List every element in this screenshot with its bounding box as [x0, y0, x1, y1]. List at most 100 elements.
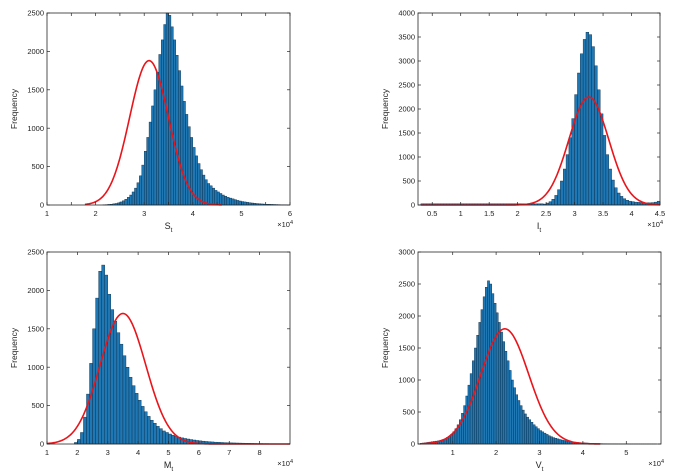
histogram-bar: [474, 347, 477, 445]
x-tick-label: 2: [516, 209, 520, 218]
histogram-bar: [212, 187, 215, 206]
histogram-bar: [524, 413, 527, 445]
histogram-bar: [565, 440, 568, 445]
x-exponent-label: ×104: [648, 459, 664, 468]
y-tick-label: 0: [40, 201, 44, 210]
histogram-bar: [502, 341, 505, 445]
y-tick-label: 0: [40, 440, 44, 449]
x-tick-label: 3.5: [598, 209, 608, 218]
histogram-bar: [168, 15, 172, 206]
histogram-bar: [113, 320, 118, 445]
histogram-bar: [577, 72, 581, 206]
histogram-bar: [163, 24, 167, 206]
histogram-bar: [554, 438, 558, 445]
histogram-bar: [552, 437, 555, 445]
x-tick-label: 1: [45, 448, 49, 457]
histogram-bar: [571, 118, 575, 206]
x-axis-label: Mt: [164, 460, 174, 473]
histogram-bar: [153, 423, 157, 445]
histogram-bar: [151, 105, 155, 206]
x-tick-label: 8: [258, 448, 262, 457]
histogram-bar: [139, 175, 142, 206]
histogram-bar: [513, 387, 516, 445]
histogram-bar: [98, 271, 102, 445]
y-tick-label: 1500: [27, 85, 44, 94]
y-axis-label: Frequency: [9, 88, 19, 129]
histogram-bar: [190, 137, 193, 206]
histogram-bar: [528, 419, 532, 445]
x-axis-label-main: M: [164, 460, 172, 470]
y-tick-label: 2000: [398, 312, 415, 321]
x-axis-label-sub: t: [539, 227, 541, 234]
histogram-bar: [143, 151, 147, 206]
histogram-bar: [140, 406, 145, 445]
histogram-bar: [171, 434, 175, 445]
x-exponent-base: ×10: [277, 459, 290, 468]
histogram-bar: [107, 294, 111, 445]
x-axis-label: Vt: [536, 460, 544, 473]
x-exponent-power: 4: [290, 220, 293, 226]
histogram-bar: [129, 194, 133, 206]
histogram-bar: [521, 409, 525, 445]
histogram-bar: [124, 199, 128, 206]
histogram-bar: [243, 201, 247, 206]
histogram-bar: [617, 192, 621, 206]
y-axis-label: Frequency: [380, 327, 390, 368]
histogram-bar: [147, 416, 151, 445]
x-exponent-power: 4: [290, 459, 293, 465]
x-tick-label: 1: [459, 209, 463, 218]
histogram-bar: [588, 34, 592, 206]
axes-box: [417, 12, 661, 206]
y-tick-label: 1000: [398, 153, 415, 162]
y-tick-label: 500: [31, 162, 44, 171]
y-tick-label: 3500: [398, 33, 415, 42]
histogram-bar: [547, 435, 551, 445]
histogram-bar: [594, 65, 598, 206]
histogram-bar: [582, 39, 587, 206]
y-tick-label: 1500: [398, 129, 415, 138]
x-axis-label: It: [537, 221, 542, 234]
histogram-bar: [562, 168, 567, 206]
histogram-bar: [628, 200, 632, 206]
histogram-bar: [625, 199, 629, 206]
histogram-bar: [482, 296, 486, 445]
x-tick-label: 2: [75, 448, 79, 457]
chart-i: 0.5 1 1.5 2 2.5 3 3.5 4 4.5 0 500 1000 1500 2000 2500 3…: [380, 9, 665, 234]
axes-box: [417, 251, 662, 445]
histogram-bar: [214, 190, 218, 206]
x-tick-label: 4: [191, 209, 195, 218]
x-axis-label-main: V: [536, 460, 542, 470]
histogram-bar: [231, 198, 235, 206]
histogram-bar: [173, 39, 176, 206]
histogram-bar: [526, 416, 529, 445]
x-tick-label: 4: [136, 448, 140, 457]
histogram-bar: [83, 416, 87, 445]
y-axis-label: Frequency: [380, 88, 390, 129]
histogram-bar: [517, 400, 521, 445]
histogram-bar: [161, 39, 164, 206]
histogram-bar: [580, 53, 584, 206]
histogram-bar: [568, 137, 572, 206]
histogram-bar: [463, 405, 466, 445]
y-tick-label: 2500: [398, 81, 415, 90]
x-tick-label: 4: [629, 209, 633, 218]
x-axis-label: St: [165, 221, 173, 234]
histogram-bar: [600, 113, 604, 206]
x-axis-label-sub: t: [542, 466, 544, 473]
histogram-bars: [420, 32, 661, 206]
histogram-bar: [543, 432, 547, 445]
histogram-bar: [143, 411, 148, 445]
histogram-bar: [465, 395, 469, 445]
y-tick-label: 2000: [27, 286, 44, 295]
histogram-bar: [128, 376, 133, 445]
x-tick-label: 6: [197, 448, 201, 457]
histogram-bar: [611, 179, 615, 206]
x-exponent-label: ×104: [277, 220, 293, 229]
y-tick-label: 1500: [398, 344, 415, 353]
histogram-bar: [141, 164, 145, 206]
histogram-bar: [608, 168, 612, 206]
histogram-bar: [519, 405, 523, 445]
histogram-bar: [150, 419, 154, 445]
histogram-bar: [506, 360, 510, 445]
histogram-bar: [485, 287, 488, 445]
